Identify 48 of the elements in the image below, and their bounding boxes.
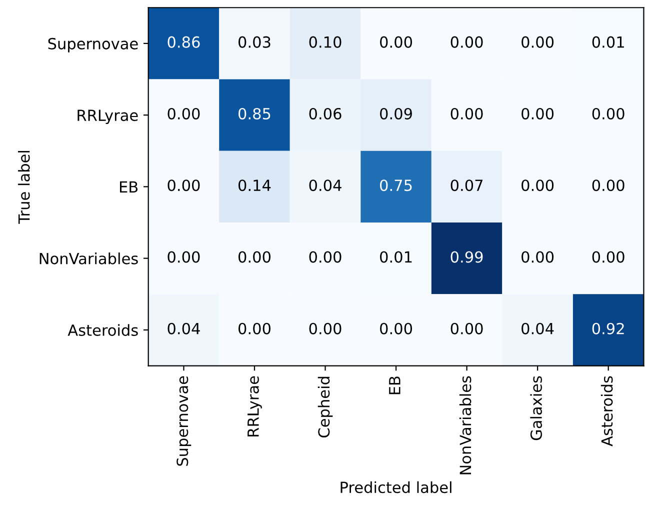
y-tick-label: NonVariables (40, 252, 138, 264)
y-tick-label: Supernovae (48, 38, 138, 52)
data-label: 0.92 (592, 322, 624, 334)
data-label: 0.04 (522, 322, 554, 334)
data-label: 0.00 (238, 251, 270, 263)
data-label: 0.99 (450, 251, 483, 263)
y-tick-label: RRLyrae (78, 110, 138, 124)
data-label: 0.10 (309, 36, 342, 48)
data-label: 0.00 (522, 108, 554, 120)
data-label: 0.00 (380, 322, 412, 334)
data-label: 0.04 (309, 180, 342, 192)
data-label: 0.00 (450, 36, 483, 48)
data-label: 0.14 (238, 180, 271, 192)
x-axis-title: Predicted label (340, 481, 452, 494)
x-tick-label: Asteroids (600, 376, 613, 446)
data-label: 0.00 (450, 108, 483, 120)
x-tick-label: EB (389, 376, 400, 394)
data-label: 0.00 (168, 108, 200, 120)
x-tick-label: Cepheid (318, 376, 333, 438)
data-label: 0.00 (168, 180, 200, 192)
x-tick-label: Galaxies (530, 376, 542, 440)
data-label: 0.01 (592, 36, 624, 48)
data-label: 0.01 (380, 251, 412, 263)
data-label: 0.00 (522, 251, 554, 263)
data-label: 0.00 (168, 251, 200, 263)
data-label: 0.00 (592, 251, 624, 263)
data-label: 0.00 (309, 322, 342, 334)
y-tick-label: Asteroids (68, 324, 138, 336)
data-label: 0.00 (238, 322, 270, 334)
data-label: 0.00 (592, 180, 624, 192)
data-label: 0.07 (450, 180, 482, 192)
data-label: 0.00 (309, 251, 342, 263)
data-label: 0.00 (522, 36, 554, 48)
y-tick-label: EB (120, 181, 138, 192)
data-label: 0.00 (522, 180, 554, 192)
data-label: 0.00 (450, 322, 483, 334)
data-label: 0.06 (309, 108, 342, 120)
data-label: 0.09 (380, 108, 412, 120)
data-label: 0.85 (238, 108, 270, 120)
x-tick-label: RRLyrae (248, 376, 262, 436)
y-axis-title: True label (18, 151, 30, 224)
data-label: 0.04 (168, 322, 200, 334)
x-tick-label: NonVariables (459, 376, 472, 474)
data-label: 0.75 (380, 180, 412, 192)
data-label: 0.00 (592, 108, 624, 120)
data-label: 0.03 (238, 36, 270, 48)
data-label: 0.86 (168, 36, 200, 48)
data-label: 0.00 (380, 36, 412, 48)
